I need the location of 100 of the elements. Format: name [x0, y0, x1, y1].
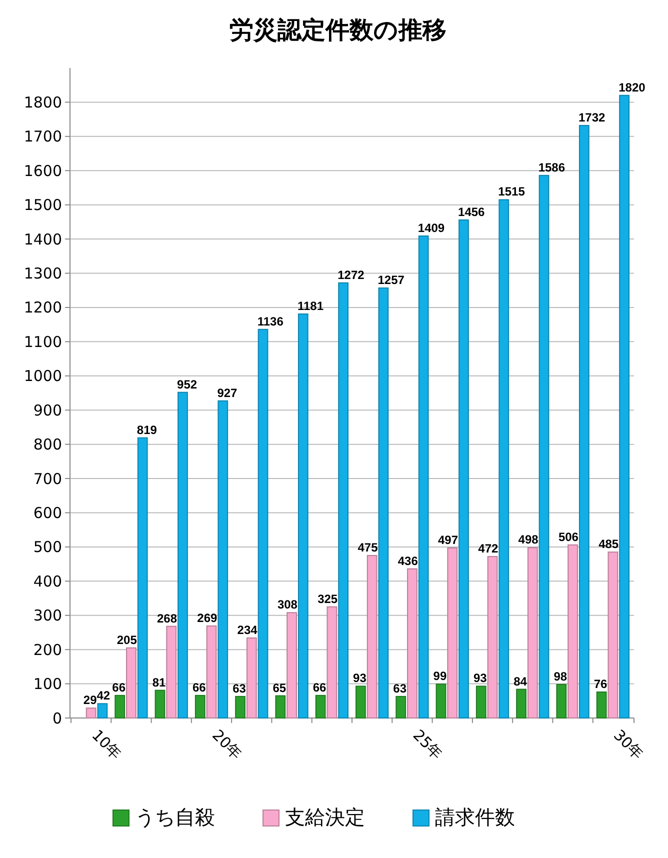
bar [114, 694, 126, 718]
y-tick-label: 100 [33, 675, 62, 694]
y-tick-label: 200 [33, 640, 62, 659]
bar [476, 686, 486, 718]
bar [298, 313, 308, 718]
data-label: 1820 [618, 80, 646, 94]
bar [568, 544, 578, 718]
bar [166, 626, 177, 718]
y-tick-label: 1000 [24, 367, 62, 386]
y-tick-label: 1200 [24, 298, 62, 317]
x-tick-label: 20年 [208, 726, 246, 763]
y-tick-label: 300 [33, 606, 62, 625]
data-label: 29 [83, 693, 98, 708]
bar [338, 282, 348, 718]
data-label: 1136 [257, 314, 284, 328]
bar [418, 235, 429, 718]
bar [154, 690, 166, 718]
data-label: 76 [594, 677, 608, 691]
data-label: 1456 [458, 204, 486, 219]
data-label: 436 [398, 554, 418, 568]
data-label: 269 [197, 610, 218, 625]
bar [206, 625, 217, 718]
bar [498, 199, 510, 718]
bar [178, 392, 188, 718]
data-label: 819 [136, 422, 158, 437]
data-label: 98 [554, 669, 568, 684]
y-tick-label: 1600 [24, 162, 62, 180]
bar [258, 328, 268, 718]
data-label: 927 [217, 386, 238, 400]
y-tick-label: 900 [33, 401, 62, 420]
data-label: 506 [558, 530, 579, 544]
data-label: 63 [393, 681, 407, 696]
y-tick-label: 500 [33, 538, 62, 556]
bar [378, 287, 389, 718]
bar [619, 94, 630, 718]
y-tick-label: 1300 [24, 264, 62, 283]
bar [356, 686, 366, 718]
data-label: 81 [152, 675, 166, 690]
bar [527, 547, 538, 718]
bar [487, 556, 498, 718]
bar [97, 703, 108, 718]
bar [137, 437, 148, 718]
data-label: 66 [112, 680, 126, 694]
bar [608, 552, 618, 718]
bar [447, 547, 458, 718]
data-label: 93 [353, 671, 367, 686]
data-label: 485 [598, 537, 619, 552]
bar [556, 684, 567, 718]
bar [407, 568, 418, 718]
data-label: 497 [438, 532, 458, 547]
data-label: 268 [157, 611, 178, 626]
data-label: 952 [177, 377, 198, 392]
y-tick-label: 1400 [24, 230, 62, 248]
data-label: 325 [318, 592, 338, 606]
data-label: 234 [237, 622, 258, 637]
y-tick-label: 1800 [24, 93, 62, 112]
data-label: 472 [478, 542, 498, 556]
chart-title: 労災認定件数の推移 [230, 16, 446, 44]
x-tick-label: 30年 [610, 726, 647, 763]
bar [194, 694, 206, 718]
bar [275, 695, 286, 718]
bar [246, 637, 257, 718]
data-label: 498 [518, 532, 539, 547]
y-tick-label: 600 [33, 504, 62, 522]
data-label: 475 [358, 540, 378, 554]
bar [86, 708, 96, 718]
bar [326, 606, 338, 718]
data-label: 1732 [578, 110, 606, 124]
data-label: 1409 [418, 220, 445, 235]
data-label: 66 [192, 680, 206, 694]
data-label: 66 [312, 680, 327, 694]
data-label: 1272 [338, 268, 365, 282]
data-label: 308 [277, 598, 298, 612]
bar [366, 555, 378, 718]
data-label: 1181 [297, 298, 324, 313]
data-label: 42 [96, 688, 110, 703]
legend-label: 支給決定 [285, 805, 365, 829]
bar [286, 612, 297, 718]
data-label: 84 [514, 674, 528, 688]
data-label: 205 [116, 632, 138, 647]
x-tick-label: 25年 [409, 726, 446, 763]
data-label: 65 [272, 680, 286, 695]
legend-label: 請求件数 [435, 805, 515, 829]
y-tick-label: 1700 [24, 128, 62, 146]
bar [436, 684, 446, 718]
y-tick-label: 0 [52, 709, 62, 728]
legend-label: うち自殺 [135, 805, 215, 829]
data-label: 63 [232, 681, 246, 696]
bar [218, 400, 228, 718]
data-label: 99 [433, 669, 447, 684]
bar [315, 694, 326, 718]
y-tick-label: 800 [33, 436, 62, 454]
bar [126, 647, 136, 718]
bar [458, 219, 469, 718]
data-label: 93 [473, 671, 488, 686]
data-label: 1515 [498, 184, 526, 199]
bar [396, 696, 406, 718]
y-tick-label: 1500 [24, 196, 62, 214]
bar [516, 688, 526, 718]
data-label: 1586 [538, 160, 566, 174]
